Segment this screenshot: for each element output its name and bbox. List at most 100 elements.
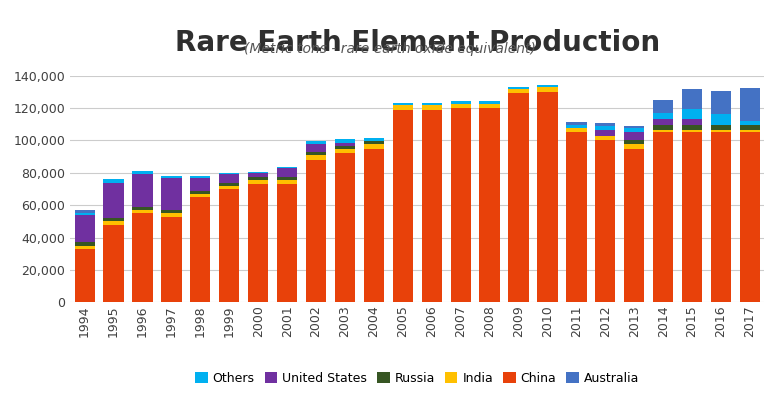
Bar <box>75 215 95 242</box>
Bar <box>509 93 529 302</box>
Bar <box>161 176 182 178</box>
Bar <box>306 152 326 155</box>
Bar <box>219 186 239 189</box>
Bar <box>190 176 211 178</box>
Bar <box>190 178 211 191</box>
Bar <box>653 113 673 119</box>
Bar <box>306 155 326 160</box>
Bar <box>277 180 297 184</box>
Bar <box>133 174 153 207</box>
Bar <box>277 168 297 176</box>
Bar <box>277 184 297 302</box>
Bar <box>75 210 95 213</box>
Title: Rare Earth Element Production: Rare Earth Element Production <box>175 29 660 57</box>
Bar <box>335 153 355 302</box>
Bar <box>451 108 471 302</box>
Bar <box>739 129 760 132</box>
Text: (Metric tons - rare earth oxide equivalent): (Metric tons - rare earth oxide equivale… <box>244 42 536 56</box>
Bar <box>682 89 702 109</box>
Bar <box>277 176 297 180</box>
Bar <box>682 109 702 118</box>
Bar <box>653 119 673 126</box>
Bar <box>653 126 673 129</box>
Bar <box>306 160 326 302</box>
Bar <box>509 89 529 93</box>
Bar <box>133 207 153 210</box>
Bar <box>624 144 644 149</box>
Bar <box>739 121 760 126</box>
Bar <box>104 179 124 183</box>
Bar <box>133 210 153 213</box>
Bar <box>248 172 268 173</box>
Bar <box>161 178 182 210</box>
Bar <box>161 217 182 302</box>
Bar <box>306 144 326 152</box>
Bar <box>653 129 673 132</box>
Bar <box>75 249 95 302</box>
Bar <box>219 173 239 174</box>
Bar <box>682 132 702 302</box>
Bar <box>392 110 413 302</box>
Bar <box>739 132 760 302</box>
Bar <box>133 213 153 302</box>
Bar <box>566 125 587 128</box>
Bar <box>566 128 587 132</box>
Bar <box>624 140 644 144</box>
Bar <box>422 103 442 105</box>
Bar <box>248 180 268 184</box>
Bar <box>739 88 760 121</box>
Bar <box>190 194 211 197</box>
Bar <box>711 129 731 132</box>
Bar <box>392 105 413 110</box>
Bar <box>451 101 471 104</box>
Bar <box>566 132 587 302</box>
Bar <box>248 176 268 180</box>
Bar <box>653 100 673 113</box>
Bar <box>711 114 731 126</box>
Bar <box>248 173 268 176</box>
Bar <box>104 218 124 221</box>
Bar <box>190 191 211 194</box>
Bar <box>277 167 297 168</box>
Bar <box>363 144 384 149</box>
Bar <box>537 87 558 92</box>
Bar <box>537 85 558 87</box>
Bar <box>595 129 615 136</box>
Bar <box>480 101 500 104</box>
Bar <box>739 126 760 129</box>
Bar <box>566 122 587 125</box>
Bar <box>219 174 239 183</box>
Bar <box>190 197 211 302</box>
Bar <box>595 136 615 140</box>
Bar <box>104 221 124 225</box>
Bar <box>653 132 673 302</box>
Bar <box>75 213 95 215</box>
Bar <box>624 126 644 128</box>
Bar <box>161 210 182 213</box>
Bar <box>451 104 471 108</box>
Bar <box>335 149 355 153</box>
Bar <box>711 126 731 129</box>
Bar <box>161 213 182 217</box>
Bar <box>363 149 384 302</box>
Bar <box>306 141 326 144</box>
Bar <box>392 103 413 105</box>
Bar <box>595 140 615 302</box>
Bar <box>75 246 95 249</box>
Bar <box>422 105 442 110</box>
Bar <box>682 126 702 129</box>
Bar <box>363 141 384 144</box>
Bar <box>624 128 644 132</box>
Bar <box>711 132 731 302</box>
Bar <box>682 129 702 132</box>
Bar <box>133 171 153 174</box>
Bar <box>480 108 500 302</box>
Bar <box>711 92 731 114</box>
Bar <box>335 139 355 142</box>
Bar <box>624 132 644 140</box>
Bar <box>595 123 615 126</box>
Bar <box>422 110 442 302</box>
Bar <box>480 104 500 108</box>
Bar <box>219 189 239 302</box>
Bar <box>248 184 268 302</box>
